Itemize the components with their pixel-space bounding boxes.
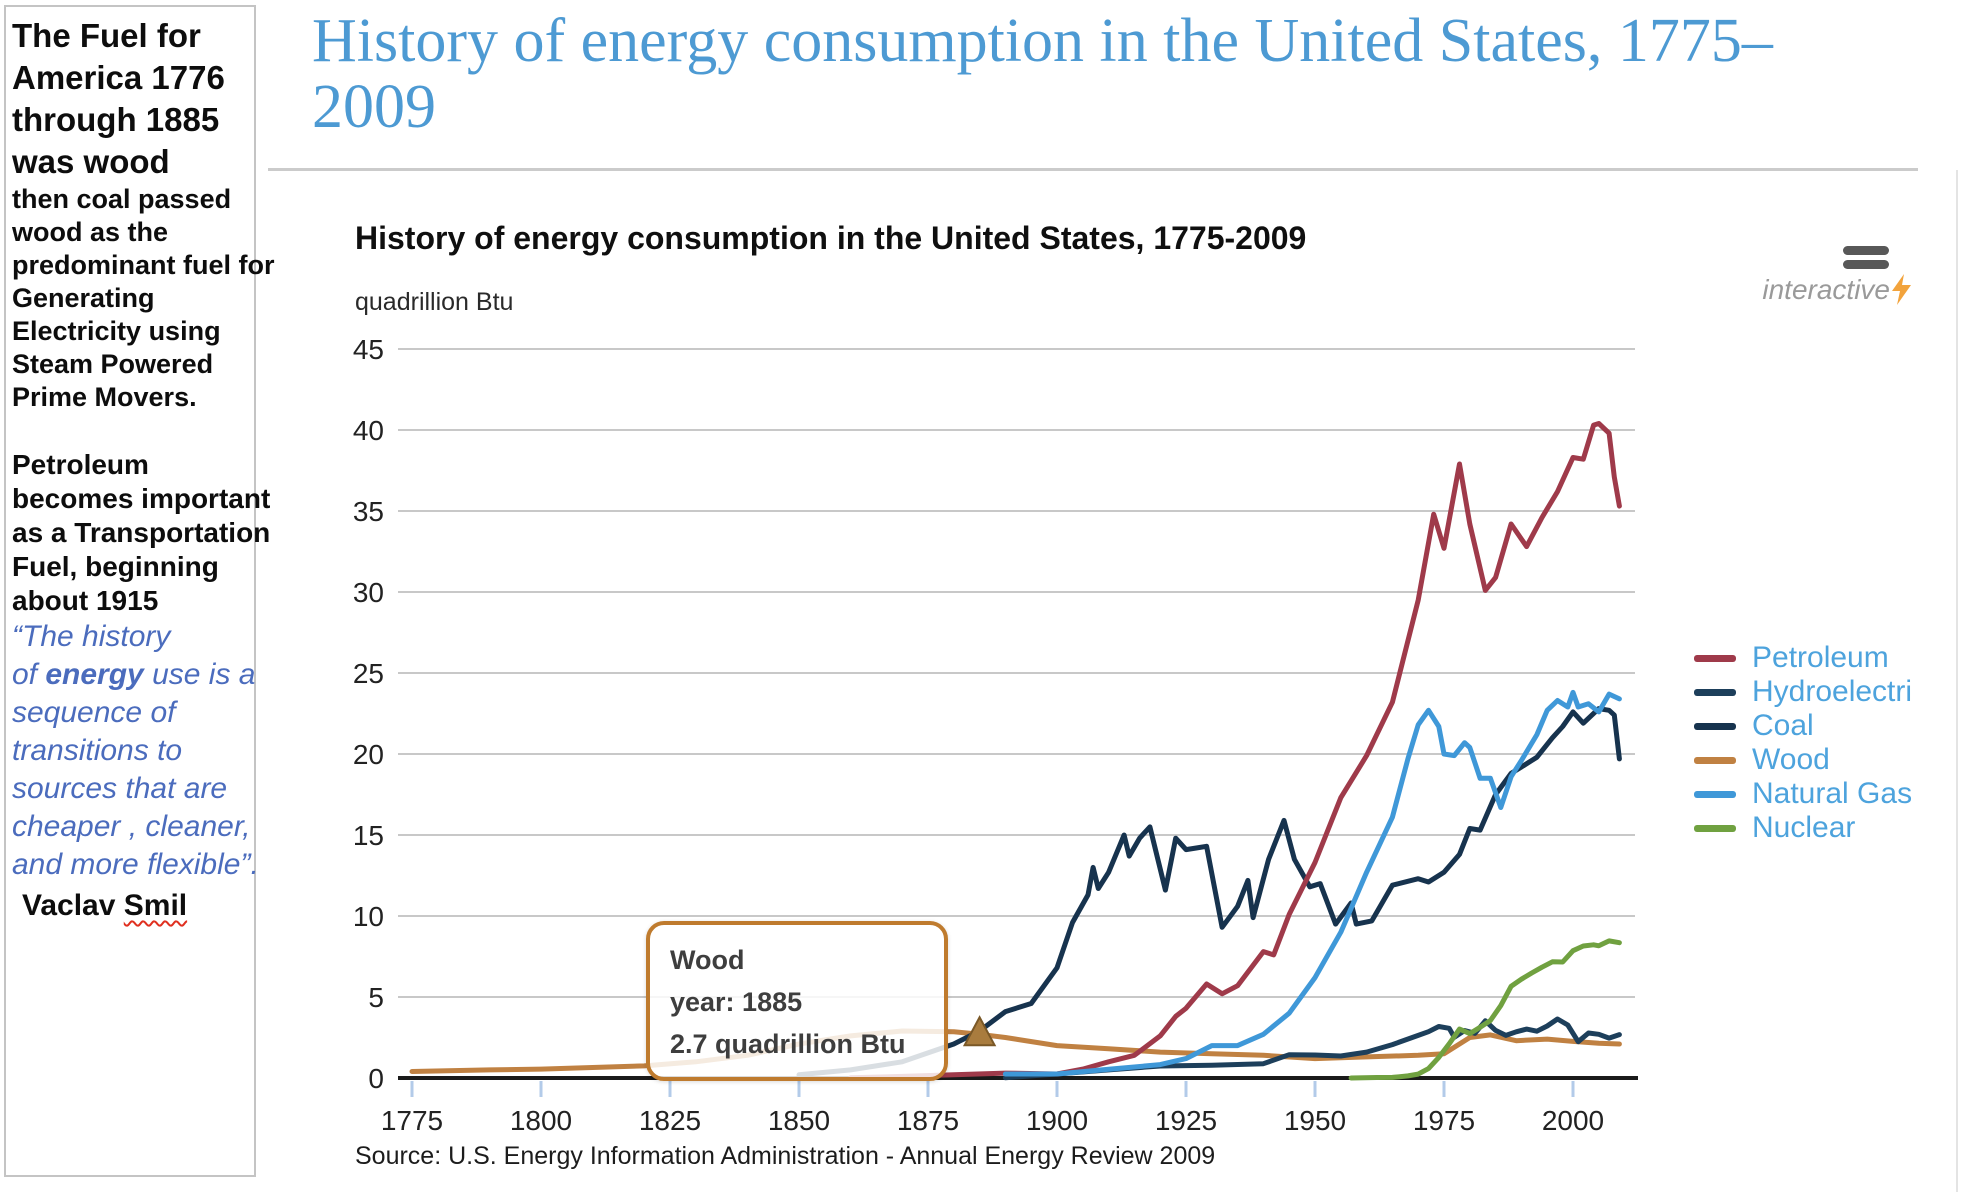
y-axis-tick-label: 10 [353, 901, 384, 932]
interactive-label: interactive [1762, 274, 1890, 305]
x-axis-tick-label: 1950 [1284, 1105, 1346, 1136]
y-axis-tick-label: 0 [368, 1063, 384, 1094]
series-line-wood [409, 1028, 1622, 1074]
legend-swatch [1694, 654, 1736, 662]
y-axis-tick-label: 25 [353, 658, 384, 689]
x-axis-tick-label: 2000 [1542, 1105, 1604, 1136]
title-divider [268, 168, 1918, 171]
series-line-petroleum [848, 421, 1622, 1081]
quote-bold-word: energy [45, 658, 144, 691]
quote-author: Vaclav Smil [22, 888, 254, 924]
x-axis-tick-label: 1875 [897, 1105, 959, 1136]
x-axis-tick-label: 1850 [768, 1105, 830, 1136]
legend-swatch [1694, 824, 1736, 832]
y-axis-tick-label: 5 [368, 982, 384, 1013]
notes-paragraph-coal: then coal passed wood as the predominant… [12, 184, 275, 412]
y-axis-tick-label: 30 [353, 577, 384, 608]
legend-label: Hydroelectri [1752, 675, 1913, 708]
legend-label: Natural Gas [1752, 777, 1913, 810]
y-axis-tick-label: 35 [353, 496, 384, 527]
x-axis-tick-label: 1975 [1413, 1105, 1475, 1136]
author-last-name: Smil [123, 889, 188, 922]
notes-panel: The Fuel for America 1776 through 1885 w… [4, 5, 275, 1177]
legend-swatch [1694, 688, 1736, 696]
x-axis-tick-label: 1775 [381, 1105, 443, 1136]
y-axis-tick-label: 15 [353, 820, 384, 851]
legend-label: Nuclear [1752, 811, 1856, 844]
y-axis-unit-label: quadrillion Btu [355, 288, 514, 316]
x-axis-tick-label: 1900 [1026, 1105, 1088, 1136]
legend-item-nuclear[interactable]: Nuclear [1694, 811, 1912, 845]
legend-label: Petroleum [1752, 641, 1889, 674]
menu-bar [1843, 246, 1889, 255]
notes-headline: The Fuel for America 1776 through 1885 w… [12, 17, 225, 180]
x-axis-tick-label: 1800 [510, 1105, 572, 1136]
interactive-badge[interactable]: interactive [1700, 274, 1912, 306]
series-line-hydroelectric [1002, 1016, 1622, 1081]
chart-menu-icon[interactable] [1843, 246, 1889, 274]
y-axis-tick-label: 40 [353, 415, 384, 446]
tooltip-year: year: 1885 [670, 987, 803, 1017]
series-line-coal [796, 706, 1622, 1078]
x-axis-tick-label: 1925 [1155, 1105, 1217, 1136]
y-axis-tick-label: 45 [353, 334, 384, 365]
quote-post: use is a sequence of transitions to sour… [12, 658, 259, 881]
notes-paragraph-petroleum: Petroleum becomes important as a Transpo… [12, 449, 271, 616]
series-line-nuclear [1348, 938, 1622, 1081]
menu-bar [1843, 260, 1889, 269]
chart-legend: Petroleum Hydroelectri Coal Wood Natural Gas… [1694, 641, 1912, 845]
legend-item-wood[interactable]: Wood [1694, 743, 1912, 777]
lightning-bolt-icon [1892, 274, 1911, 305]
legend-item-natural-gas[interactable]: Natural Gas [1694, 777, 1912, 811]
chart-tooltip: Wood year: 1885 2.7 quadrillion Btu [646, 921, 948, 1081]
quote-pre: “The history of [12, 620, 171, 691]
source-attribution: Source: U.S. Energy Information Administ… [355, 1142, 1216, 1170]
smil-quote: “The history of energy use is a sequence… [12, 618, 259, 884]
series-line-natural-gas [1002, 689, 1622, 1077]
legend-label: Wood [1752, 743, 1830, 776]
legend-item-coal[interactable]: Coal [1694, 709, 1912, 743]
tooltip-series: Wood [670, 945, 745, 975]
frame-right-edge [1956, 170, 1958, 1192]
legend-swatch [1694, 756, 1736, 764]
x-axis-tick-label: 1825 [639, 1105, 701, 1136]
legend-item-petroleum[interactable]: Petroleum [1694, 641, 1912, 675]
legend-label: Coal [1752, 709, 1814, 742]
chart-title: History of energy consumption in the Uni… [355, 220, 1307, 256]
line-chart-plot[interactable]: 0 5 10 15 20 25 30 35 40 45 1775 1800 1825 1850 1875 19… [280, 330, 1680, 1145]
page-title: History of energy consumption in the Uni… [312, 7, 1773, 141]
y-axis-tick-label: 20 [353, 739, 384, 770]
tooltip-value: 2.7 quadrillion Btu [670, 1029, 906, 1059]
tooltip-marker-triangle [962, 1015, 997, 1047]
author-first-name: Vaclav [22, 889, 124, 922]
legend-item-hydroelectri[interactable]: Hydroelectri [1694, 675, 1912, 709]
legend-swatch [1694, 722, 1736, 730]
legend-swatch [1694, 790, 1736, 798]
